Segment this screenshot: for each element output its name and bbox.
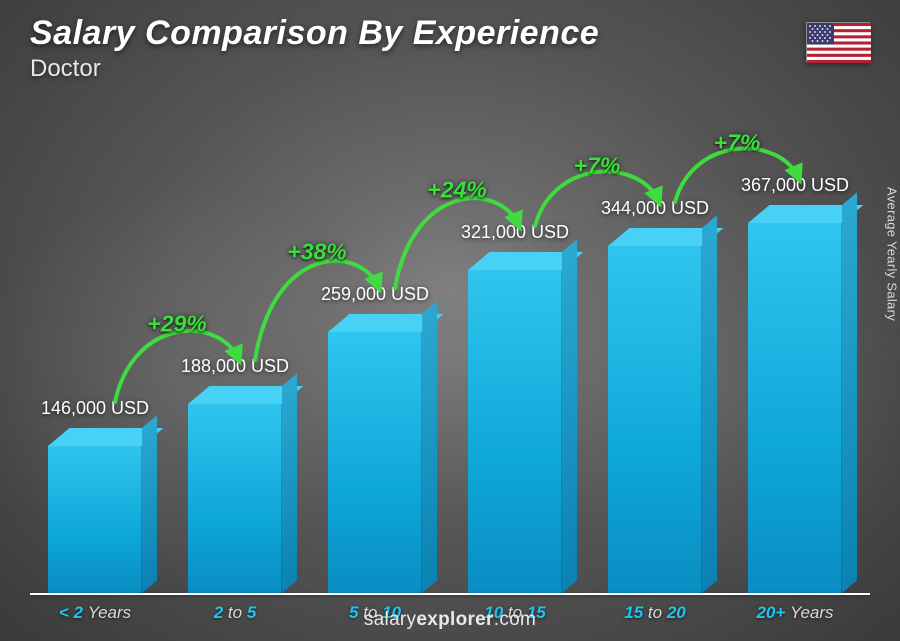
value-label: 344,000 USD xyxy=(561,198,749,219)
bar-slot: 188,000 USD2 to 5 xyxy=(174,120,296,593)
brand-tld: .com xyxy=(494,609,536,630)
delta-label: +7% xyxy=(714,130,761,157)
bar-slot: 146,000 USD< 2 Years xyxy=(34,120,156,593)
salary-bar-chart: 146,000 USD< 2 Years188,000 USD2 to 5259… xyxy=(30,120,860,593)
value-label: 259,000 USD xyxy=(281,284,469,305)
value-label: 188,000 USD xyxy=(141,356,329,377)
value-label: 146,000 USD xyxy=(1,398,189,419)
delta-label: +29% xyxy=(147,311,206,338)
brand-prefix: salary xyxy=(364,609,416,630)
bar: 188,000 USD xyxy=(188,404,282,593)
header: Salary Comparison By Experience Doctor xyxy=(30,14,870,83)
y-axis-label: Average Yearly Salary xyxy=(885,187,900,321)
page-subtitle: Doctor xyxy=(30,55,870,83)
brand-suffix: explorer xyxy=(416,609,493,630)
bar: 146,000 USD xyxy=(48,446,142,593)
bar: 367,000 USD xyxy=(748,223,842,593)
delta-label: +7% xyxy=(574,153,621,180)
delta-label: +24% xyxy=(427,177,486,204)
bar: 321,000 USD xyxy=(468,270,562,593)
page-title: Salary Comparison By Experience xyxy=(30,14,870,53)
bar: 344,000 USD xyxy=(608,246,702,593)
us-flag-icon xyxy=(806,22,870,62)
bar: 259,000 USD xyxy=(328,332,422,593)
bar-slot: 367,000 USD20+ Years xyxy=(734,120,856,593)
bar-slot: 259,000 USD5 to 10 xyxy=(314,120,436,593)
baseline xyxy=(30,593,870,595)
bar-slot: 344,000 USD15 to 20 xyxy=(594,120,716,593)
delta-label: +38% xyxy=(287,239,346,266)
value-label: 321,000 USD xyxy=(421,222,609,243)
value-label: 367,000 USD xyxy=(701,175,889,196)
footer-brand: salaryexplorer.com xyxy=(0,609,900,631)
